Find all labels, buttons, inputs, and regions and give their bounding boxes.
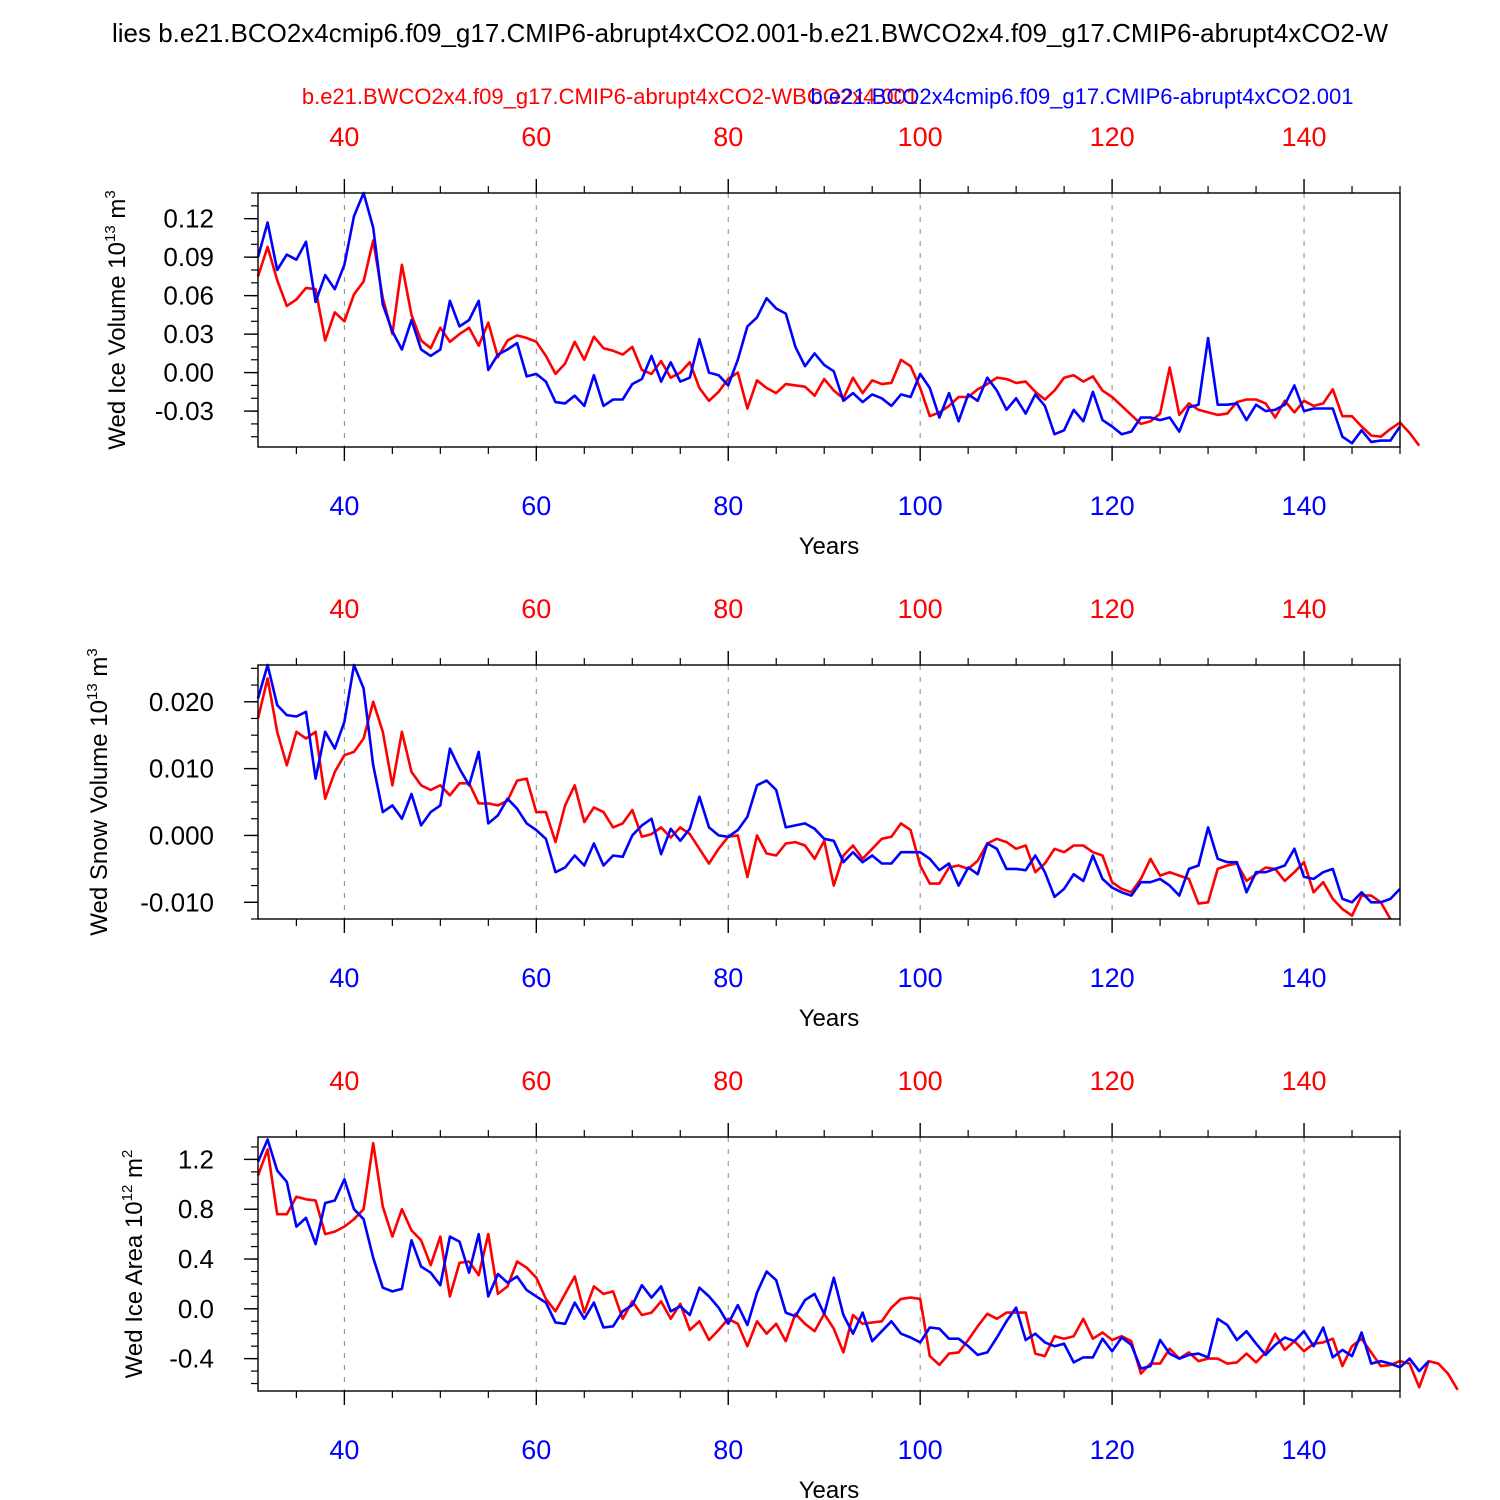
x-tick-label-bottom: 140	[1282, 491, 1327, 521]
x-tick-label-top: 100	[898, 122, 943, 152]
legend-blue-label: b.e21.BCO2x4cmip6.f09_g17.CMIP6-abrupt4x…	[811, 84, 1354, 109]
y-axis-label-unit: m	[121, 1158, 148, 1185]
x-tick-label-bottom: 100	[898, 1435, 943, 1465]
y-axis-label-exponent: 3	[84, 648, 101, 656]
x-tick-label-bottom: 60	[521, 491, 551, 521]
x-tick-label-bottom: 60	[521, 1435, 551, 1465]
x-tick-label-bottom: 140	[1282, 963, 1327, 993]
x-tick-label-top: 60	[521, 594, 551, 624]
x-axis-label: Years	[799, 1477, 860, 1500]
y-tick-label: 1.2	[178, 1144, 214, 1174]
x-tick-label-top: 40	[329, 594, 359, 624]
panels: 40 40 60 60 80 80 100 100 120 120 140 140 Years 0.12 0…	[84, 122, 1459, 1500]
plot-frame	[257, 1136, 1401, 1392]
series-line-red	[256, 1141, 1459, 1391]
series-line-blue	[256, 1138, 1430, 1373]
x-tick-label-bottom: 40	[329, 491, 359, 521]
x-tick-label-bottom: 100	[898, 963, 943, 993]
y-tick-label: 0.8	[178, 1194, 214, 1224]
y-tick-label: 0.06	[163, 281, 214, 311]
y-tick-label: 0.4	[178, 1244, 214, 1274]
legend-red-label: b.e21.BWCO2x4.f09_g17.CMIP6-abrupt4xCO2-…	[302, 84, 918, 109]
x-tick-label-top: 120	[1090, 1066, 1135, 1096]
x-tick-label-top: 60	[521, 122, 551, 152]
x-tick-label-top: 140	[1282, 594, 1327, 624]
x-tick-label-bottom: 80	[713, 963, 743, 993]
y-tick-label: -0.010	[140, 887, 214, 917]
x-axis-label: Years	[799, 1005, 860, 1032]
panel-ice-area: 40 40 60 60 80 80 100 100 120 120 140 140 Years 1.2 0.…	[119, 1066, 1459, 1500]
x-tick-label-top: 120	[1090, 594, 1135, 624]
y-axis-label-exponent: 12	[119, 1185, 136, 1202]
x-tick-label-bottom: 80	[713, 491, 743, 521]
x-axis-label: Years	[799, 533, 860, 560]
x-tick-label-top: 60	[521, 1066, 551, 1096]
x-tick-label-top: 80	[713, 122, 743, 152]
x-tick-label-top: 140	[1282, 1066, 1327, 1096]
x-tick-label-bottom: 120	[1090, 1435, 1135, 1465]
y-axis-label: Wed Ice Volume 1013 m3	[102, 190, 131, 449]
y-axis-label: Wed Ice Area 1012 m2	[119, 1150, 148, 1379]
x-tick-label-bottom: 140	[1282, 1435, 1327, 1465]
x-tick-label-top: 120	[1090, 122, 1135, 152]
y-axis-label-unit: m	[104, 199, 131, 226]
x-tick-label-top: 40	[329, 122, 359, 152]
x-tick-label-bottom: 120	[1090, 963, 1135, 993]
x-tick-label-bottom: 60	[521, 963, 551, 993]
y-axis-label-text: Wed Ice Area 10	[121, 1201, 148, 1378]
y-axis-label-exponent: 13	[102, 225, 119, 242]
plot-frame	[257, 664, 1401, 920]
x-tick-label-bottom: 40	[329, 1435, 359, 1465]
panel-snow-volume: 40 40 60 60 80 80 100 100 120 120 140 140 Years 0.020…	[84, 594, 1401, 1032]
x-tick-label-top: 80	[713, 594, 743, 624]
x-tick-label-bottom: 100	[898, 491, 943, 521]
series-line-red	[256, 239, 1421, 447]
y-axis-label-unit: m	[86, 657, 113, 684]
figure-title: lies b.e21.BCO2x4cmip6.f09_g17.CMIP6-abr…	[112, 18, 1389, 48]
series-line-red	[256, 677, 1392, 920]
x-tick-label-top: 80	[713, 1066, 743, 1096]
x-tick-label-bottom: 40	[329, 963, 359, 993]
y-axis-label: Wed Snow Volume 1013 m3	[84, 648, 113, 935]
y-tick-label: 0.00	[163, 358, 214, 388]
y-tick-label: -0.03	[155, 396, 214, 426]
series-line-blue	[256, 191, 1402, 445]
y-tick-label: 0.010	[149, 754, 214, 784]
y-axis-label-text: Wed Snow Volume 10	[86, 700, 113, 936]
x-tick-label-bottom: 80	[713, 1435, 743, 1465]
plot-frame	[257, 192, 1401, 448]
x-tick-label-top: 140	[1282, 122, 1327, 152]
x-tick-label-top: 40	[329, 1066, 359, 1096]
x-tick-label-top: 100	[898, 594, 943, 624]
y-tick-label: 0.020	[149, 687, 214, 717]
panel-ice-volume: 40 40 60 60 80 80 100 100 120 120 140 140 Years 0.12 0…	[102, 122, 1421, 560]
y-tick-label: -0.4	[169, 1344, 214, 1374]
x-tick-label-top: 100	[898, 1066, 943, 1096]
x-tick-label-bottom: 120	[1090, 491, 1135, 521]
y-tick-label: 0.0	[178, 1294, 214, 1324]
series-line-blue	[256, 663, 1401, 904]
y-axis-label-exponent: 13	[84, 683, 101, 700]
y-axis-label-exponent: 3	[102, 190, 119, 198]
y-tick-label: 0.000	[149, 820, 214, 850]
y-axis-label-text: Wed Ice Volume 10	[104, 242, 131, 450]
y-tick-label: 0.03	[163, 319, 214, 349]
y-axis-label-exponent: 2	[119, 1150, 136, 1158]
y-tick-label: 0.12	[163, 204, 214, 234]
y-tick-label: 0.09	[163, 242, 214, 272]
